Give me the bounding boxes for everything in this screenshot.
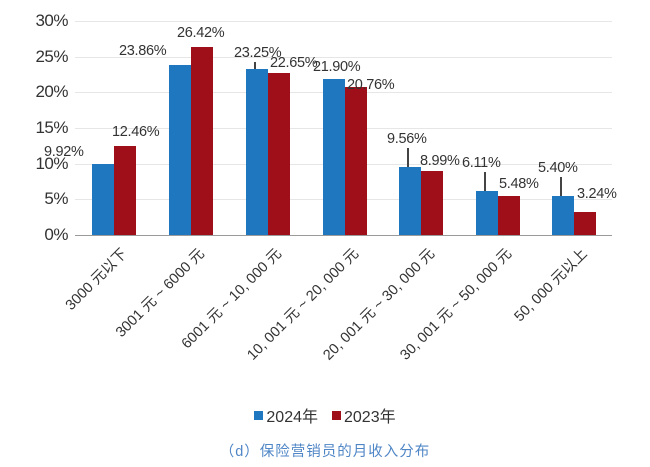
value-label: 21.90%: [313, 58, 361, 75]
value-label: 5.48%: [499, 175, 539, 192]
leader-line: [254, 62, 256, 70]
x-axis-line: [75, 235, 612, 236]
leader-line: [407, 147, 409, 167]
bar-2023: [268, 73, 290, 235]
bar-2023: [421, 170, 443, 235]
value-label: 9.92%: [44, 144, 84, 161]
y-tick-label: 25%: [35, 46, 68, 66]
x-tick-label: 3000 元以下: [62, 245, 131, 314]
value-label: 8.99%: [420, 152, 460, 169]
value-label: 6.11%: [462, 155, 501, 172]
bar-2024: [399, 166, 421, 235]
legend-item-2023: 2023年: [332, 403, 396, 427]
value-label: 22.65%: [270, 55, 318, 72]
y-tick-label: 0%: [44, 225, 68, 244]
y-tick-label: 5%: [44, 189, 68, 209]
bar-2023: [114, 146, 136, 235]
y-tick-label: 10%: [35, 153, 68, 173]
x-tick-label: 50, 000 元以上: [511, 245, 591, 326]
legend-label-2023: 2023年: [344, 409, 396, 426]
bar-2024: [323, 78, 345, 235]
bar-2024: [476, 191, 498, 235]
leader-line: [484, 172, 486, 192]
value-label: 20.76%: [347, 76, 395, 93]
y-tick-label: 20%: [35, 82, 68, 102]
y-tick-label: 30%: [35, 11, 68, 30]
value-label: 3.24%: [577, 185, 617, 202]
value-label: 5.40%: [538, 160, 578, 177]
bar-2023: [191, 46, 213, 235]
value-label: 9.56%: [387, 130, 427, 147]
legend-swatch-2023: [332, 410, 341, 420]
leader-line: [560, 177, 562, 197]
value-label: 23.25%: [234, 45, 282, 62]
bar-2023: [574, 211, 596, 235]
bar-2024: [246, 69, 268, 235]
bar-2023: [345, 86, 367, 235]
value-label: 12.46%: [112, 124, 160, 141]
legend: 2024年 2023年: [0, 403, 650, 427]
y-tick-label: 15%: [35, 118, 68, 137]
legend-swatch-2024: [254, 410, 264, 420]
value-label: 26.42%: [177, 24, 225, 41]
legend-item-2024: 2024年: [254, 403, 318, 427]
legend-label-2024: 2024年: [266, 409, 318, 426]
bar-2024: [92, 164, 114, 235]
chart-caption: （d）保险营销员的月收入分布: [219, 444, 431, 460]
bar-2024: [169, 64, 191, 235]
gridline: [75, 21, 612, 22]
gridline: [75, 56, 612, 58]
bar-2023: [498, 195, 520, 235]
value-label: 23.86%: [119, 42, 167, 59]
bar-2024: [552, 196, 574, 235]
